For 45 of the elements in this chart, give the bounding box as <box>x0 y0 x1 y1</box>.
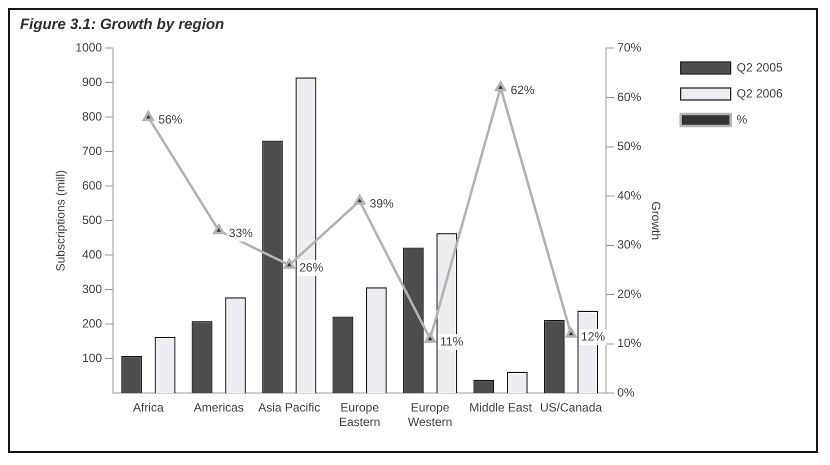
legend-label: Q2 2005 <box>736 60 784 74</box>
y2-tick-label: 30% <box>617 238 642 252</box>
data-label: 26% <box>299 260 324 274</box>
x-tick-label: Europe Western <box>408 400 452 430</box>
x-tick-label: Middle East <box>469 400 533 415</box>
y2-tick-label: 40% <box>617 188 642 202</box>
data-label: 11% <box>440 334 464 348</box>
data-label: 62% <box>510 82 535 97</box>
x-tick-label: Americas <box>194 400 244 415</box>
x-tick-label: Europe Eastern <box>338 400 380 430</box>
y-axis-title: Subscriptions (mill) <box>54 170 68 272</box>
x-tick-label: US/Canada <box>540 400 602 415</box>
point <box>142 110 154 121</box>
x-tick-label: Africa <box>132 400 164 415</box>
chart-title: Figure 3.1: Growth by region <box>19 15 226 35</box>
y-tick-label: 200 <box>82 316 102 331</box>
y2-tick-label: 70% <box>617 40 642 55</box>
legend-label: % <box>736 112 748 126</box>
y-tick-label: 500 <box>82 213 102 228</box>
y2-axis-title: Growth <box>649 201 664 240</box>
y2-tick-label: 20% <box>617 286 642 301</box>
point <box>494 81 506 92</box>
data-label: 39% <box>370 196 394 210</box>
data-label: 12% <box>581 329 606 344</box>
point <box>354 194 366 205</box>
y2-tick-label: 10% <box>617 336 642 350</box>
y2-tick-label: 60% <box>617 90 642 104</box>
legend-label: Q2 2006 <box>736 86 784 100</box>
y-tick-label: 900 <box>82 75 102 90</box>
data-label: 56% <box>158 112 183 127</box>
y-tick-label: 800 <box>82 110 102 124</box>
point <box>213 224 224 234</box>
y2-tick-label: 0% <box>617 386 635 400</box>
x-tick-label: Asia Pacific <box>258 400 320 415</box>
data-label: 33% <box>228 226 254 240</box>
point <box>565 328 577 338</box>
y-tick-label: 600 <box>82 178 102 193</box>
y-tick-label: 100 <box>82 351 102 366</box>
point <box>424 332 436 343</box>
point <box>284 258 295 269</box>
y-tick-label: 300 <box>82 282 102 296</box>
y2-tick-label: 50% <box>617 139 642 154</box>
y-tick-label: 700 <box>82 144 102 158</box>
y-tick-label: 1000 <box>75 40 102 55</box>
y-tick-label: 400 <box>82 248 102 262</box>
